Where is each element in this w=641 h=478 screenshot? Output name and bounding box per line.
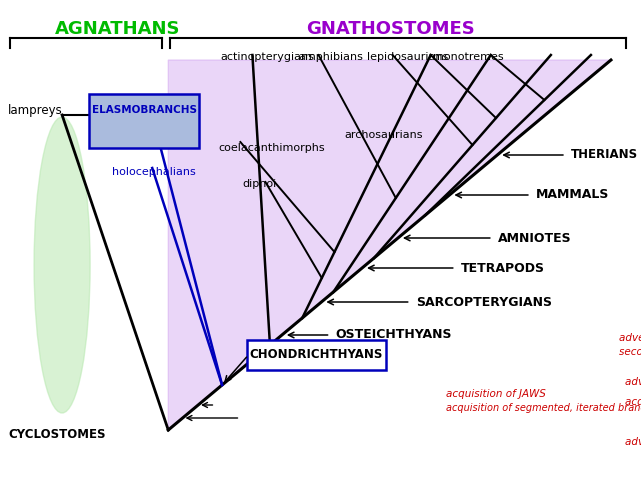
Ellipse shape — [34, 117, 90, 413]
Text: monotremes: monotremes — [433, 52, 503, 62]
FancyBboxPatch shape — [247, 340, 386, 370]
Text: ELASMOBRANCHS: ELASMOBRANCHS — [92, 105, 197, 115]
Text: CHONDRICHTHYANS: CHONDRICHTHYANS — [250, 348, 383, 361]
Text: acquisition of internal choanae: acquisition of internal choanae — [625, 397, 641, 407]
Polygon shape — [168, 60, 611, 430]
Text: AMNIOTES: AMNIOTES — [498, 231, 571, 245]
Text: advent of: advent of — [619, 333, 641, 343]
Text: MAMMALS: MAMMALS — [536, 188, 609, 202]
Text: holocephalians: holocephalians — [112, 167, 196, 177]
Text: lepidosaurians: lepidosaurians — [367, 52, 448, 62]
Text: SARCOPTERYGIANS: SARCOPTERYGIANS — [415, 295, 552, 308]
Text: actinopterygians: actinopterygians — [221, 52, 314, 62]
Text: advent of premaxillary jaw contribution: advent of premaxillary jaw contribution — [625, 437, 641, 447]
Text: AGNATHANS: AGNATHANS — [55, 20, 181, 38]
Text: secondary  palate: secondary palate — [619, 347, 641, 357]
Text: TETRAPODS: TETRAPODS — [461, 261, 545, 274]
Text: CYCLOSTOMES: CYCLOSTOMES — [8, 428, 106, 442]
Text: acquisition of segmented, iterated branchial skeleton: acquisition of segmented, iterated branc… — [445, 403, 641, 413]
Text: coelacanthimorphs: coelacanthimorphs — [219, 143, 325, 153]
Text: THERIANS: THERIANS — [571, 149, 638, 162]
Text: OSTEICHTHYANS: OSTEICHTHYANS — [335, 328, 452, 341]
FancyBboxPatch shape — [89, 94, 199, 148]
Text: acquisition of JAWS: acquisition of JAWS — [445, 389, 545, 399]
Text: lampreys: lampreys — [8, 104, 63, 117]
Text: advent of complex λJ: advent of complex λJ — [625, 377, 641, 387]
Text: GNATHOSTOMES: GNATHOSTOMES — [306, 20, 475, 38]
Text: dipnoi: dipnoi — [242, 179, 277, 189]
Text: archosaurians: archosaurians — [345, 130, 423, 140]
Text: amphibians: amphibians — [299, 52, 363, 62]
